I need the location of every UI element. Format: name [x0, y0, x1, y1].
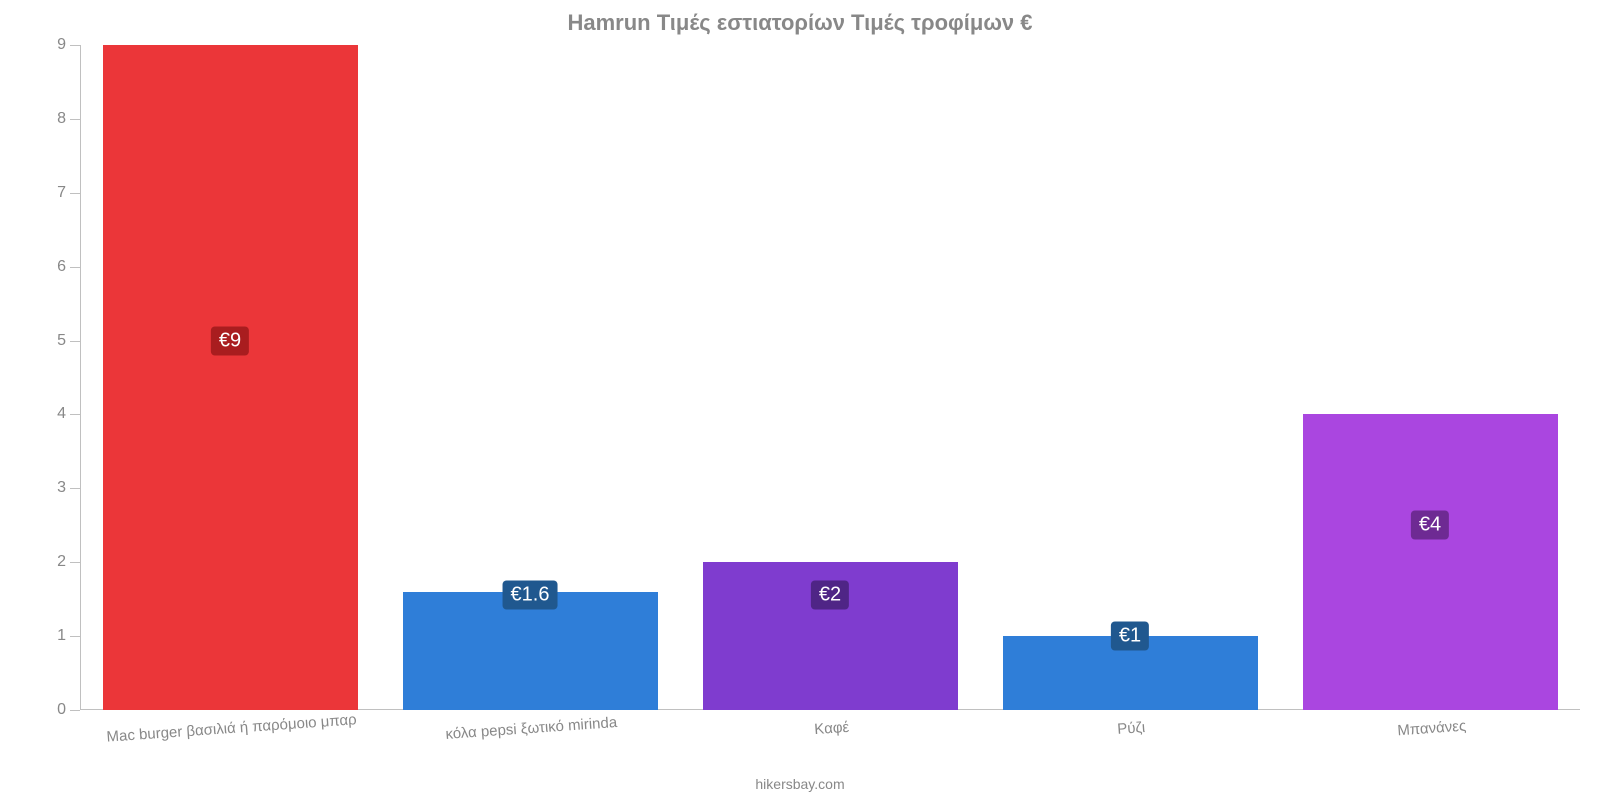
y-tick-label: 7 — [57, 184, 80, 202]
attribution-text: hikersbay.com — [0, 776, 1600, 792]
y-tick-label: 2 — [57, 553, 80, 571]
x-tick-label: Ρύζι — [1116, 709, 1146, 738]
x-tick-label: Μπανάνες — [1396, 708, 1467, 740]
x-tick-label: Καφέ — [813, 709, 850, 738]
y-tick-label: 1 — [57, 627, 80, 645]
y-tick-label: 4 — [57, 405, 80, 423]
y-tick-label: 3 — [57, 479, 80, 497]
y-tick-label: 5 — [57, 332, 80, 350]
chart-container: Hamrun Τιμές εστιατορίων Τιμές τροφίμων … — [0, 0, 1600, 800]
y-tick-label: 9 — [57, 36, 80, 54]
bar — [103, 45, 358, 710]
chart-title: Hamrun Τιμές εστιατορίων Τιμές τροφίμων … — [0, 10, 1600, 36]
y-tick-label: 0 — [57, 701, 80, 719]
bar-value-label: €1 — [1111, 622, 1149, 651]
plot-area: 0123456789€9Mac burger βασιλιά ή παρόμοι… — [80, 45, 1580, 710]
bar-value-label: €9 — [211, 326, 249, 355]
y-axis-line — [80, 45, 81, 710]
bar — [1303, 414, 1558, 710]
bar-value-label: €4 — [1411, 511, 1449, 540]
y-tick-label: 6 — [57, 258, 80, 276]
bar-value-label: €2 — [811, 581, 849, 610]
y-tick-label: 8 — [57, 110, 80, 128]
bar-value-label: €1.6 — [503, 581, 558, 610]
